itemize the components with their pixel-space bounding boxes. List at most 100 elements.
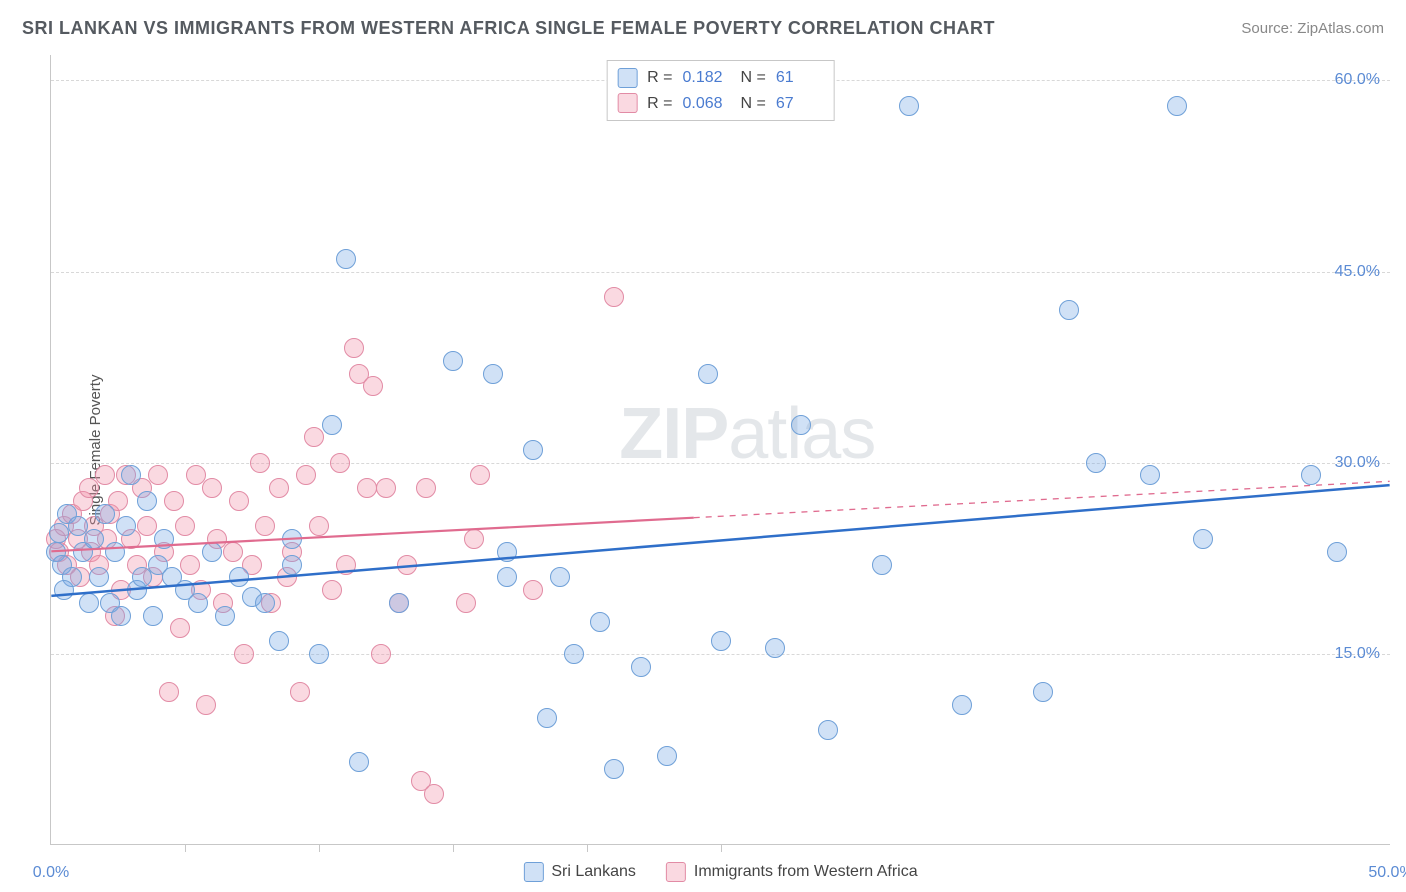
x-tick [721, 844, 722, 852]
trend-line [51, 485, 1389, 596]
scatter-point [899, 96, 919, 116]
scatter-point [54, 580, 74, 600]
source-prefix: Source: [1241, 20, 1297, 37]
scatter-point [309, 516, 329, 536]
scatter-point [234, 644, 254, 664]
legend-swatch-1 [617, 93, 637, 113]
scatter-point [371, 644, 391, 664]
scatter-point [336, 249, 356, 269]
scatter-point [304, 427, 324, 447]
scatter-point [84, 529, 104, 549]
bottom-legend: Sri Lankans Immigrants from Western Afri… [523, 862, 917, 882]
scatter-point [111, 606, 131, 626]
y-tick-label: 60.0% [1335, 71, 1380, 89]
scatter-point [1193, 529, 1213, 549]
scatter-point [196, 695, 216, 715]
scatter-point [1033, 682, 1053, 702]
scatter-point [631, 657, 651, 677]
scatter-point [175, 516, 195, 536]
scatter-point [1059, 300, 1079, 320]
stats-legend: R = 0.182 N = 61 R = 0.068 N = 67 [606, 60, 835, 121]
legend-swatch-bottom-0 [523, 862, 543, 882]
gridline [51, 272, 1390, 273]
scatter-point [309, 644, 329, 664]
source-name: ZipAtlas.com [1297, 20, 1384, 37]
scatter-point [765, 638, 785, 658]
scatter-point [818, 720, 838, 740]
scatter-point [79, 593, 99, 613]
scatter-point [389, 593, 409, 613]
legend-label-1: Immigrants from Western Africa [694, 863, 918, 881]
scatter-point [416, 478, 436, 498]
scatter-point [137, 491, 157, 511]
scatter-point [290, 682, 310, 702]
n-value-0: 61 [776, 65, 824, 91]
scatter-point [322, 415, 342, 435]
chart-container: Single Female Poverty ZIPatlas 15.0%30.0… [50, 55, 1390, 845]
scatter-point [202, 478, 222, 498]
scatter-point [95, 504, 115, 524]
scatter-point [397, 555, 417, 575]
legend-swatch-bottom-1 [666, 862, 686, 882]
scatter-point [1086, 453, 1106, 473]
legend-item-0: Sri Lankans [523, 862, 636, 882]
scatter-point [121, 465, 141, 485]
scatter-point [49, 523, 69, 543]
n-label-0: N = [741, 65, 766, 91]
scatter-point [564, 644, 584, 664]
stats-row-0: R = 0.182 N = 61 [617, 65, 824, 91]
r-value-1: 0.068 [683, 91, 731, 117]
x-tick [587, 844, 588, 852]
scatter-point [143, 606, 163, 626]
x-tick [319, 844, 320, 852]
scatter-point [698, 364, 718, 384]
scatter-point [523, 440, 543, 460]
scatter-point [791, 415, 811, 435]
legend-swatch-0 [617, 68, 637, 88]
scatter-point [188, 593, 208, 613]
chart-title: SRI LANKAN VS IMMIGRANTS FROM WESTERN AF… [22, 18, 995, 39]
x-tick [185, 844, 186, 852]
scatter-point [269, 631, 289, 651]
scatter-point [89, 567, 109, 587]
scatter-point [282, 555, 302, 575]
scatter-point [202, 542, 222, 562]
scatter-point [443, 351, 463, 371]
r-label-1: R = [647, 91, 672, 117]
plot-area: ZIPatlas 15.0%30.0%45.0%60.0% R = 0.182 … [50, 55, 1390, 845]
legend-label-0: Sri Lankans [551, 863, 636, 881]
scatter-point [376, 478, 396, 498]
scatter-point [344, 338, 364, 358]
scatter-point [497, 542, 517, 562]
trend-line-dashed [694, 481, 1390, 517]
scatter-point [464, 529, 484, 549]
scatter-point [550, 567, 570, 587]
x-tick-label: 50.0% [1368, 864, 1406, 882]
scatter-point [952, 695, 972, 715]
scatter-point [164, 491, 184, 511]
scatter-point [470, 465, 490, 485]
legend-item-1: Immigrants from Western Africa [666, 862, 918, 882]
n-label-1: N = [741, 91, 766, 117]
r-label-0: R = [647, 65, 672, 91]
scatter-point [255, 593, 275, 613]
scatter-point [657, 746, 677, 766]
x-tick-label: 0.0% [33, 864, 69, 882]
scatter-point [336, 555, 356, 575]
scatter-point [180, 555, 200, 575]
x-tick [453, 844, 454, 852]
scatter-point [523, 580, 543, 600]
scatter-point [711, 631, 731, 651]
scatter-point [1327, 542, 1347, 562]
scatter-point [604, 759, 624, 779]
scatter-point [269, 478, 289, 498]
scatter-point [537, 708, 557, 728]
stats-row-1: R = 0.068 N = 67 [617, 91, 824, 117]
scatter-point [116, 516, 136, 536]
scatter-point [159, 682, 179, 702]
scatter-point [105, 542, 125, 562]
scatter-point [170, 618, 190, 638]
scatter-point [282, 529, 302, 549]
scatter-point [363, 376, 383, 396]
scatter-point [424, 784, 444, 804]
